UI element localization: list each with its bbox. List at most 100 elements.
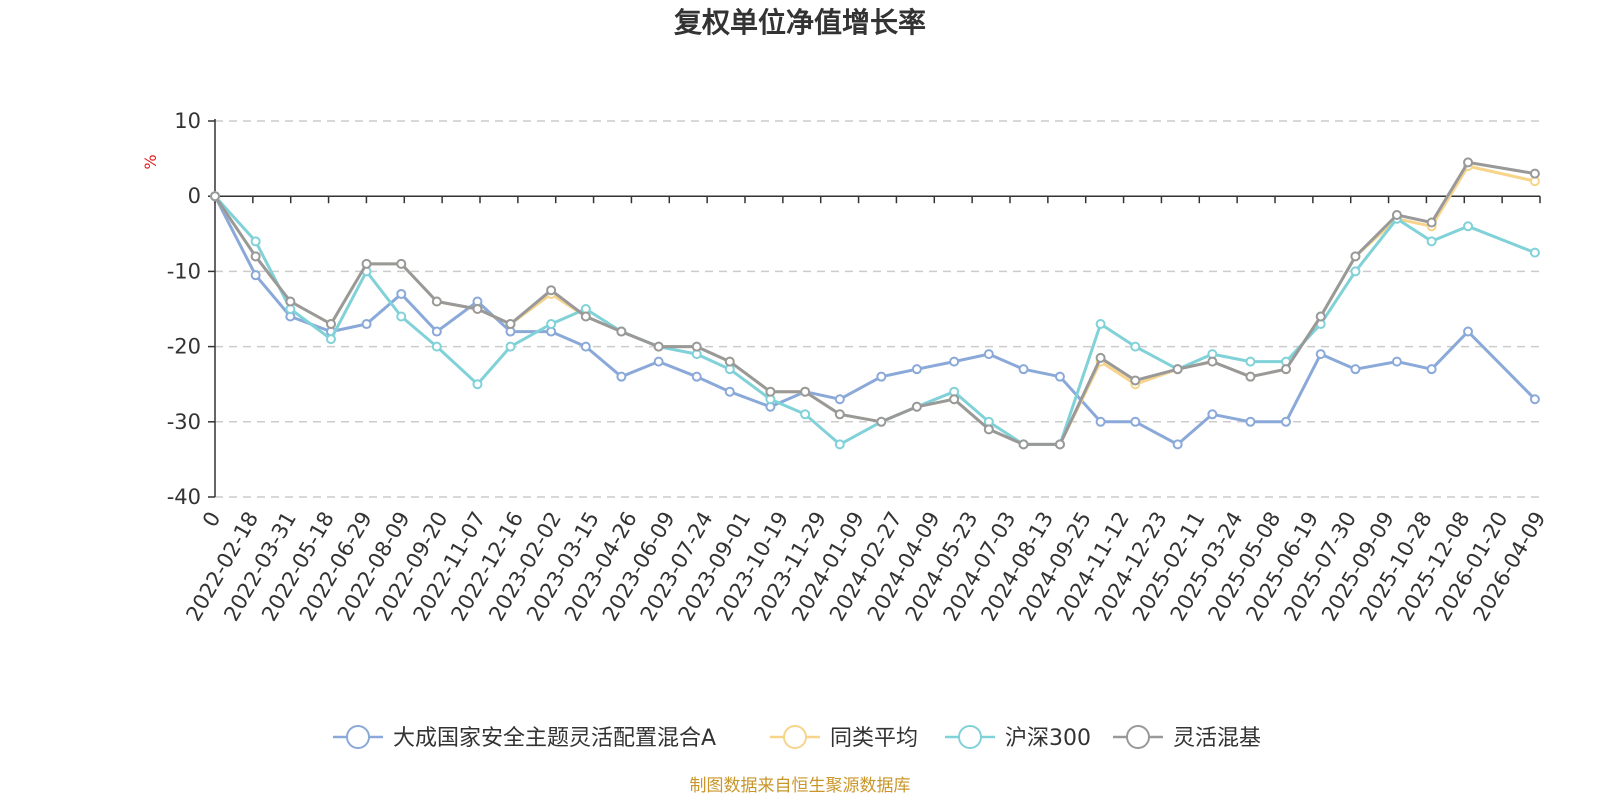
series-3-point <box>616 326 627 337</box>
series-0-point <box>616 371 627 382</box>
legend-item-2[interactable]: 沪深300 <box>945 725 1091 751</box>
series-3-point <box>949 394 960 405</box>
y-tick-label: -20 <box>167 335 201 359</box>
x-axis-ticks: 02022-02-182022-03-312022-05-182022-06-2… <box>181 196 1550 625</box>
series-3-point <box>983 424 994 435</box>
chart-title: 复权单位净值增长率 <box>674 6 926 39</box>
series-2-point <box>505 341 516 352</box>
series-3-point <box>285 296 296 307</box>
series-2-point <box>1426 236 1437 247</box>
series-3-point <box>1391 210 1402 220</box>
series-0-point <box>1054 371 1065 382</box>
series-2-point <box>472 379 483 390</box>
series-2-point <box>546 319 557 330</box>
series-line-0 <box>213 195 1536 446</box>
series-3-point <box>653 341 664 352</box>
series-3-point <box>325 319 336 330</box>
series-3-point <box>1130 375 1141 386</box>
series-0-point <box>911 364 922 375</box>
series-0-point <box>1529 394 1540 405</box>
legend-circle-icon <box>1126 725 1150 749</box>
series-0-point <box>580 341 591 352</box>
series-0-point <box>1350 364 1361 375</box>
series-3-point <box>1426 217 1437 228</box>
series-3-point <box>800 386 811 397</box>
series-3-point <box>250 251 261 262</box>
series-3-point <box>580 311 591 322</box>
series-0-point <box>1207 409 1218 420</box>
series-2-point <box>431 341 442 352</box>
series-0-point <box>1426 364 1437 375</box>
legend-label: 灵活混基 <box>1173 726 1261 751</box>
series-line-2 <box>213 195 1536 446</box>
series-0-point <box>876 371 887 382</box>
series-0-point <box>1463 326 1474 337</box>
series-3-point <box>361 258 372 269</box>
x-tick-label: 0 <box>198 508 225 532</box>
series-3-point <box>876 416 887 427</box>
series-0-point <box>1095 416 1106 427</box>
series-0-point <box>396 288 407 299</box>
y-tick-label: -30 <box>167 410 201 434</box>
series-2-point <box>1463 221 1474 232</box>
legend-circle-icon <box>783 725 807 749</box>
series-3-point <box>1054 439 1065 450</box>
legend-circle-icon <box>346 725 370 749</box>
series-2-point <box>1529 247 1540 258</box>
series-0-point <box>1245 416 1256 427</box>
series-3-point <box>546 285 557 296</box>
series-3-point <box>472 304 483 314</box>
legend-item-3[interactable]: 灵活混基 <box>1113 725 1261 751</box>
legend-item-1[interactable]: 同类平均 <box>770 725 918 751</box>
series-2-point <box>1350 266 1361 277</box>
series-3-point <box>724 356 735 367</box>
series-3-point <box>1463 157 1474 168</box>
series-3-point <box>1095 352 1106 363</box>
series-0-point <box>1391 356 1402 367</box>
series-2-point <box>250 236 261 247</box>
legend-circle-icon <box>958 725 982 749</box>
y-unit-label: % <box>141 154 160 169</box>
series-3-point <box>1018 439 1029 450</box>
source-note: 制图数据来自恒生聚源数据库 <box>690 776 911 796</box>
legend-label: 同类平均 <box>830 726 918 751</box>
legend-label: 大成国家安全主题灵活配置混合A <box>393 726 716 751</box>
series-3-point <box>505 319 516 330</box>
series-3-point <box>1529 168 1540 179</box>
series-3-point <box>1281 364 1292 375</box>
y-tick-label: 10 <box>174 109 201 133</box>
series-2-point <box>1095 319 1106 330</box>
y-axis-ticks: 10 0 -10 -20 -30 -40 <box>167 109 215 509</box>
series-3-point <box>210 191 220 202</box>
series-3-point <box>1207 356 1218 367</box>
series-2-point <box>325 334 336 345</box>
series-3-point <box>396 258 407 269</box>
series-3-point <box>431 296 442 307</box>
series-3-point <box>765 386 776 397</box>
legend[interactable]: 大成国家安全主题灵活配置混合A 同类平均 沪深300 灵活混基 <box>333 725 1261 751</box>
series-2-point <box>834 439 845 450</box>
legend-item-0[interactable]: 大成国家安全主题灵活配置混合A <box>333 725 716 751</box>
y-tick-label: -40 <box>167 485 201 509</box>
series-0-point <box>1172 439 1183 450</box>
series-0-point <box>1281 416 1292 427</box>
axes <box>214 119 1540 497</box>
series-0-point <box>431 326 442 337</box>
series-3-point <box>834 409 845 420</box>
series-0-point <box>653 356 664 367</box>
series-0-point <box>1315 349 1326 360</box>
series-lines <box>210 157 1540 450</box>
series-line-3 <box>213 160 1536 446</box>
legend-label: 沪深300 <box>1005 726 1091 751</box>
series-0-point <box>1130 416 1141 427</box>
series-3-point <box>911 401 922 412</box>
series-0-point <box>250 270 261 281</box>
series-0-point <box>361 319 372 330</box>
series-3-point <box>691 341 702 352</box>
series-0-point <box>691 371 702 382</box>
series-3-point <box>1315 311 1326 322</box>
series-2-point <box>800 409 811 420</box>
series-0-point <box>1018 364 1029 375</box>
series-3-point <box>1172 364 1183 375</box>
